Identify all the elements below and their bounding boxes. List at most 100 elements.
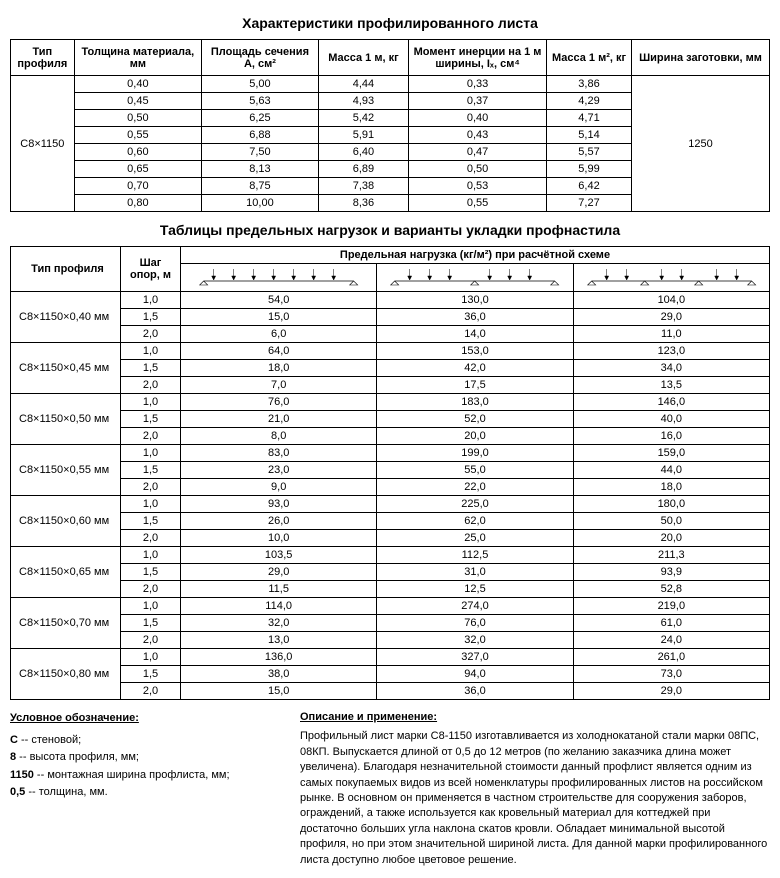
table-row: С8×1150×0,50 мм1,076,0183,0146,0 <box>11 394 770 411</box>
data-cell: 52,0 <box>377 411 573 428</box>
data-cell: 5,14 <box>547 127 632 144</box>
data-cell: 199,0 <box>377 445 573 462</box>
table-row: 1,515,036,029,0 <box>11 309 770 326</box>
data-cell: 0,47 <box>409 144 547 161</box>
data-cell: 13,0 <box>181 632 377 649</box>
data-cell: 5,42 <box>318 110 408 127</box>
data-cell: 183,0 <box>377 394 573 411</box>
data-cell: 0,70 <box>74 178 201 195</box>
data-cell: 0,55 <box>74 127 201 144</box>
data-cell: 1,0 <box>121 496 181 513</box>
data-cell: 4,44 <box>318 76 408 93</box>
table-row: 2,010,025,020,0 <box>11 530 770 547</box>
legend-line: 8 -- высота профиля, мм; <box>10 749 280 767</box>
data-cell: 0,50 <box>409 161 547 178</box>
th-mass1m: Масса 1 м, кг <box>318 40 408 76</box>
data-cell: 55,0 <box>377 462 573 479</box>
data-cell: 0,37 <box>409 93 547 110</box>
data-cell: 44,0 <box>573 462 769 479</box>
data-cell: 2,0 <box>121 683 181 700</box>
data-cell: 61,0 <box>573 615 769 632</box>
data-cell: 15,0 <box>181 683 377 700</box>
data-cell: 52,8 <box>573 581 769 598</box>
data-cell: 0,55 <box>409 195 547 212</box>
table-row: 1,532,076,061,0 <box>11 615 770 632</box>
data-cell: 2,0 <box>121 479 181 496</box>
table-row: С8×11500,405,004,440,333,861250 <box>11 76 770 93</box>
data-cell: 15,0 <box>181 309 377 326</box>
data-cell: 211,3 <box>573 547 769 564</box>
table-row: 1,523,055,044,0 <box>11 462 770 479</box>
data-cell: 274,0 <box>377 598 573 615</box>
data-cell: 0,45 <box>74 93 201 110</box>
data-cell: 50,0 <box>573 513 769 530</box>
data-cell: 9,0 <box>181 479 377 496</box>
characteristics-table: Тип профиля Толщина материала, мм Площад… <box>10 39 770 212</box>
data-cell: 219,0 <box>573 598 769 615</box>
data-cell: 1,5 <box>121 564 181 581</box>
data-cell: 112,5 <box>377 547 573 564</box>
profile-cell: С8×1150×0,45 мм <box>11 343 121 394</box>
data-cell: 32,0 <box>377 632 573 649</box>
data-cell: 130,0 <box>377 292 573 309</box>
data-cell: 93,0 <box>181 496 377 513</box>
data-cell: 2,0 <box>121 428 181 445</box>
data-cell: 0,43 <box>409 127 547 144</box>
table-row: С8×1150×0,55 мм1,083,0199,0159,0 <box>11 445 770 462</box>
data-cell: 10,00 <box>202 195 319 212</box>
data-cell: 36,0 <box>377 309 573 326</box>
data-cell: 7,38 <box>318 178 408 195</box>
data-cell: 1,5 <box>121 411 181 428</box>
data-cell: 104,0 <box>573 292 769 309</box>
th2-step: Шаг опор, м <box>121 247 181 292</box>
data-cell: 29,0 <box>573 309 769 326</box>
data-cell: 1,5 <box>121 360 181 377</box>
scheme-2 <box>377 264 573 292</box>
data-cell: 7,0 <box>181 377 377 394</box>
data-cell: 4,93 <box>318 93 408 110</box>
data-cell: 0,40 <box>74 76 201 93</box>
data-cell: 0,65 <box>74 161 201 178</box>
data-cell: 1,0 <box>121 292 181 309</box>
data-cell: 2,0 <box>121 377 181 394</box>
table-row: 1,521,052,040,0 <box>11 411 770 428</box>
data-cell: 8,13 <box>202 161 319 178</box>
data-cell: 26,0 <box>181 513 377 530</box>
data-cell: 1,0 <box>121 598 181 615</box>
table-row: 2,013,032,024,0 <box>11 632 770 649</box>
data-cell: 0,60 <box>74 144 201 161</box>
data-cell: 180,0 <box>573 496 769 513</box>
data-cell: 103,5 <box>181 547 377 564</box>
data-cell: 76,0 <box>377 615 573 632</box>
table-row: 1,518,042,034,0 <box>11 360 770 377</box>
data-cell: 13,5 <box>573 377 769 394</box>
data-cell: 2,0 <box>121 632 181 649</box>
table-row: 2,07,017,513,5 <box>11 377 770 394</box>
data-cell: 21,0 <box>181 411 377 428</box>
table-row: С8×1150×0,40 мм1,054,0130,0104,0 <box>11 292 770 309</box>
data-cell: 8,0 <box>181 428 377 445</box>
data-cell: 22,0 <box>377 479 573 496</box>
data-cell: 6,25 <box>202 110 319 127</box>
table-row: С8×1150×0,65 мм1,0103,5112,5211,3 <box>11 547 770 564</box>
legend-line: 1150 -- монтажная ширина профлиста, мм; <box>10 767 280 785</box>
data-cell: 1,0 <box>121 445 181 462</box>
table-row: 2,08,020,016,0 <box>11 428 770 445</box>
data-cell: 1,5 <box>121 513 181 530</box>
data-cell: 0,33 <box>409 76 547 93</box>
data-cell: 25,0 <box>377 530 573 547</box>
data-cell: 8,36 <box>318 195 408 212</box>
data-cell: 16,0 <box>573 428 769 445</box>
description-text: Профильный лист марки С8-1150 изготавлив… <box>300 729 770 868</box>
table-row: 2,011,512,552,8 <box>11 581 770 598</box>
table-row: 1,529,031,093,9 <box>11 564 770 581</box>
data-cell: 20,0 <box>377 428 573 445</box>
data-cell: 40,0 <box>573 411 769 428</box>
data-cell: 6,0 <box>181 326 377 343</box>
data-cell: 76,0 <box>181 394 377 411</box>
table1-title: Характеристики профилированного листа <box>10 15 770 31</box>
data-cell: 0,53 <box>409 178 547 195</box>
data-cell: 20,0 <box>573 530 769 547</box>
profile-cell: С8×1150×0,50 мм <box>11 394 121 445</box>
data-cell: 11,0 <box>573 326 769 343</box>
